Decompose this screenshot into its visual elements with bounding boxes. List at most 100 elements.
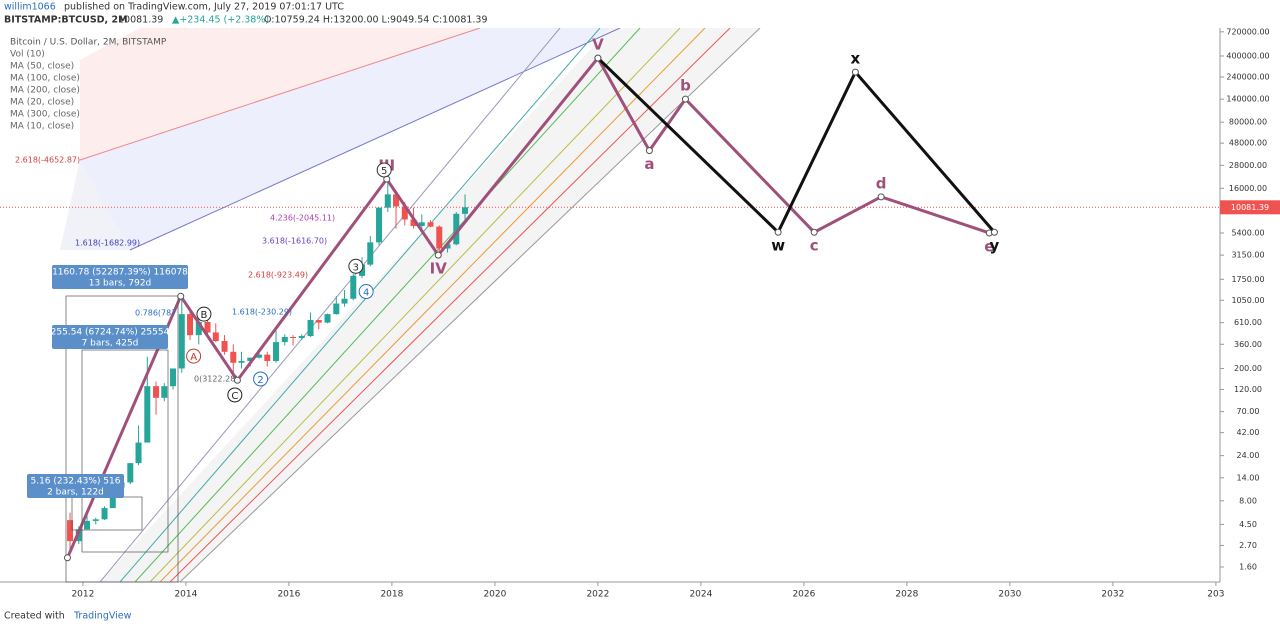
candle-body [298,336,305,338]
measure-range [65,295,179,583]
legend-entry: Vol (10) [10,50,45,60]
candle-body [170,368,177,387]
legend-entry: MA (300, close) [10,110,80,120]
ohlc: O:10759.24 H:13200.00 L:9049.54 C:10081.… [264,15,488,26]
measure-line2: 2 bars, 122d [47,488,104,498]
y-tick-label: 48000.00 [1229,139,1267,148]
x-tick-label: 2014 [174,590,197,600]
y-tick-label: 8.00 [1239,496,1257,505]
measure-line1: 1160.78 (52287.39%) 116078 [52,268,188,278]
fib-label: 2.618(-923.49) [248,271,308,280]
measure-line2: 13 bars, 792d [89,279,152,289]
y-tick-label: 360.00 [1234,340,1262,349]
circled-marker [196,306,212,322]
wave-point [177,292,185,300]
fib-label: 2.618(-4652.87) [15,156,80,165]
candle-body [221,341,228,352]
last: 10081.39 [118,15,163,26]
circled-label: C [231,391,238,402]
x-tick-label: 2026 [792,590,815,600]
candle-body [135,442,142,464]
candle-body [256,354,263,358]
y-tick-label: 610.00 [1234,318,1262,327]
candle-body [315,320,322,323]
circled-label: B [200,310,207,321]
wave-label: V [592,36,604,54]
circled-label: 2 [257,375,263,386]
candle-body [401,206,408,220]
legend-entry: MA (200, close) [10,86,80,96]
y-tick-label: 42.00 [1237,428,1260,437]
price-tag-label: 10081.39 [1231,203,1269,212]
symbol: BITSTAMP:BTCUSD, 2M [4,15,128,26]
x-tick-label: 2020 [483,590,506,600]
candle-body [204,321,211,333]
x-tick-label: 2022 [586,590,609,600]
candle-body [333,303,340,315]
wave-point [594,54,602,62]
candle-body [238,360,245,363]
circled-marker [376,162,392,178]
wave-line [596,57,996,235]
candle-body [427,222,434,227]
change: ▲+234.45 (+2.38%) [172,15,269,26]
circled-label: 4 [363,288,369,299]
fib-label: 4.236(-2045.11) [270,214,335,223]
wave-point [851,68,859,76]
wave-point [233,376,241,384]
author: willim1066 [4,2,56,13]
y-tick-label: 400000.00 [1226,51,1269,60]
candle-body [410,219,417,226]
x-tick-label: 2032 [1101,590,1124,600]
candle-body [127,463,134,483]
candle-body [230,351,237,363]
candle-body [281,336,288,343]
x-tick-label: 2030 [998,590,1021,600]
measure-box [52,325,168,349]
candle-body [84,520,91,530]
candle-body [350,275,357,299]
fib-label: 0(3122.28) [194,375,238,384]
legend-entry: MA (100, close) [10,74,80,84]
y-tick-label: 1.60 [1239,562,1257,571]
y-tick-label: 80000.00 [1229,118,1267,127]
x-tick-label: 2016 [277,590,300,600]
y-tick-label: 5400.00 [1231,228,1264,237]
candle-body [418,222,425,226]
y-tick-label: 200.00 [1234,364,1262,373]
candle-body [247,357,254,361]
circled-marker [348,258,364,274]
circled-label: 3 [353,262,359,273]
wave-point [774,228,782,236]
legend-entry: MA (50, close) [10,62,74,72]
fib-label: 3.618(-1616.70) [262,237,327,246]
y-tick-label: 2.70 [1239,541,1257,550]
circled-marker [358,284,374,300]
wave-label: IV [430,260,448,278]
y-tick-label: 14.00 [1237,473,1260,482]
wave-label: y [990,237,1000,255]
candle-body [273,342,280,361]
y-tick-label: 16000.00 [1229,184,1267,193]
x-tick-label: 2028 [895,590,918,600]
measure-range [81,349,169,553]
candle-body [290,336,297,338]
legend-entry: MA (10, close) [10,122,74,132]
y-tick-label: 140000.00 [1226,95,1269,104]
wave-label: a [644,155,654,173]
candle-body [264,354,271,361]
x-tick-label: 2018 [380,590,403,600]
candle-body [393,194,400,207]
candle-body [144,386,151,443]
candle-body [376,207,383,243]
wave-point [434,251,442,259]
candle-body [367,242,374,265]
wave-label: e [984,237,994,255]
candle-body [453,213,460,245]
brand: TradingView [73,611,132,622]
wave-point [810,228,818,236]
wave-point [645,147,653,155]
candle-body [92,519,99,521]
fib-label: 1.618(-230.29) [232,308,292,317]
